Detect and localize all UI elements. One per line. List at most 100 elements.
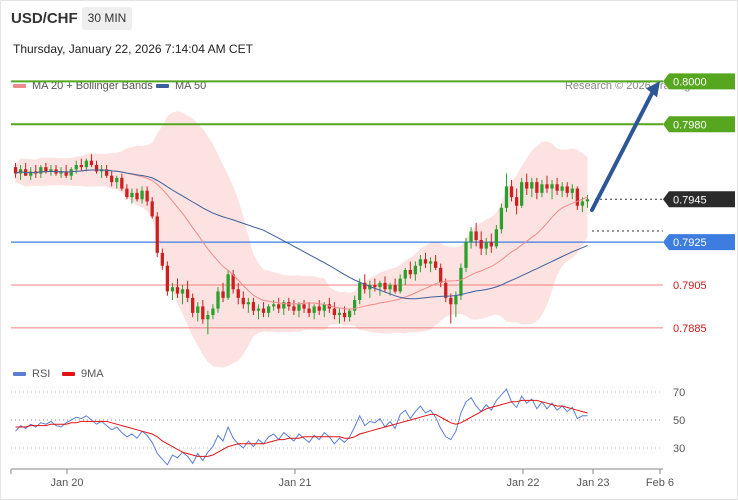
- candle-body: [393, 285, 397, 292]
- candle-body: [79, 165, 83, 168]
- candle-body: [459, 267, 463, 296]
- candle-body: [59, 171, 63, 174]
- candle-body: [469, 231, 473, 243]
- candle-body: [125, 188, 129, 198]
- candle-body: [216, 291, 220, 309]
- candle-body: [272, 304, 276, 307]
- candle-body: [115, 177, 119, 183]
- candle-body: [535, 182, 539, 193]
- candle-body: [454, 295, 458, 305]
- rsi-ma-legend-label: 9MA: [81, 368, 104, 380]
- rsi-ma-line: [15, 399, 588, 457]
- ma20-swatch: [13, 84, 26, 89]
- candle-body: [560, 186, 564, 191]
- candle-body: [464, 242, 468, 268]
- candle-body: [140, 190, 144, 200]
- x-tick-label: Jan 21: [278, 477, 311, 489]
- x-tick-label: Jan 20: [50, 477, 83, 489]
- candle-body: [266, 306, 271, 313]
- level-label: 0.8000: [673, 76, 707, 88]
- candle-body: [221, 291, 225, 298]
- level-label: 0.7925: [673, 237, 707, 249]
- candle-body: [261, 308, 266, 313]
- candle-body: [241, 297, 245, 305]
- candle-body: [433, 261, 438, 268]
- level-label: 0.7980: [673, 119, 707, 131]
- candle-body: [211, 308, 215, 315]
- candle-body: [388, 285, 392, 290]
- candle-body: [358, 282, 362, 300]
- candle-body: [580, 201, 585, 206]
- candle-body: [297, 304, 301, 311]
- candle-body: [74, 165, 78, 170]
- candle-body: [413, 265, 418, 275]
- x-tick-label: Jan 22: [506, 477, 539, 489]
- candle-body: [449, 297, 453, 305]
- candle-body: [363, 282, 367, 290]
- candle-body: [89, 160, 94, 165]
- candle-body: [565, 186, 569, 193]
- candle-body: [550, 184, 554, 189]
- candle-body: [13, 167, 18, 174]
- candle-body: [165, 265, 170, 292]
- candle-body: [84, 160, 89, 168]
- candle-body: [575, 188, 579, 206]
- candle-body: [191, 297, 195, 313]
- candle-body: [282, 302, 286, 309]
- candle-body: [120, 177, 124, 189]
- candle-body: [246, 302, 251, 305]
- candle-body: [307, 308, 311, 313]
- candle-body: [69, 169, 73, 176]
- candle-body: [520, 182, 524, 206]
- candle-body: [292, 306, 296, 311]
- candle-body: [342, 312, 347, 318]
- candle-body: [484, 242, 488, 249]
- ma50-swatch: [156, 84, 169, 89]
- level-label: 0.7945: [673, 194, 707, 206]
- candle-body: [231, 274, 235, 290]
- candle-body: [494, 229, 499, 247]
- candle-body: [423, 259, 428, 264]
- candle-body: [302, 304, 306, 309]
- candle-body: [251, 302, 256, 311]
- candle-body: [150, 201, 154, 217]
- rsi-tick-label: 50: [673, 415, 685, 427]
- candle-body: [236, 289, 240, 298]
- candle-body: [368, 285, 372, 290]
- x-tick-label: Jan 23: [576, 477, 609, 489]
- candle-body: [525, 182, 529, 189]
- candle-body: [474, 231, 478, 240]
- rsi-legend-label: RSI: [32, 368, 51, 380]
- candle-body: [110, 175, 114, 183]
- candle-body: [398, 278, 402, 292]
- candle-body: [39, 167, 43, 174]
- ma50-legend: MA 50: [156, 80, 206, 92]
- level-label: 0.7905: [673, 280, 707, 292]
- candle-body: [373, 285, 377, 288]
- candle-body: [428, 261, 433, 264]
- candle-body: [206, 315, 210, 320]
- level-tag-resistance: [663, 73, 735, 90]
- candle-body: [135, 192, 139, 200]
- level-tag-pivot: [663, 234, 735, 251]
- candle-body: [155, 216, 159, 253]
- datetime-label: Thursday, January 22, 2026 7:14:04 AM CE…: [13, 42, 253, 56]
- level-tag-resistance: [663, 116, 735, 133]
- candle-body: [352, 300, 357, 311]
- candle-body: [130, 192, 134, 198]
- rsi-tick-label: 70: [673, 387, 685, 399]
- candle-body: [104, 169, 109, 176]
- candle-body: [545, 184, 549, 189]
- candle-body: [489, 242, 493, 247]
- candle-body: [540, 184, 544, 193]
- candle-body: [160, 252, 164, 266]
- candle-body: [585, 199, 590, 202]
- rsi-swatch: [13, 372, 26, 377]
- timeframe-button[interactable]: 30 MIN: [82, 7, 132, 30]
- candle-body: [170, 287, 175, 292]
- candle-body: [444, 282, 448, 298]
- candle-body: [29, 171, 33, 176]
- candle-body: [256, 308, 261, 311]
- candle-body: [277, 304, 281, 309]
